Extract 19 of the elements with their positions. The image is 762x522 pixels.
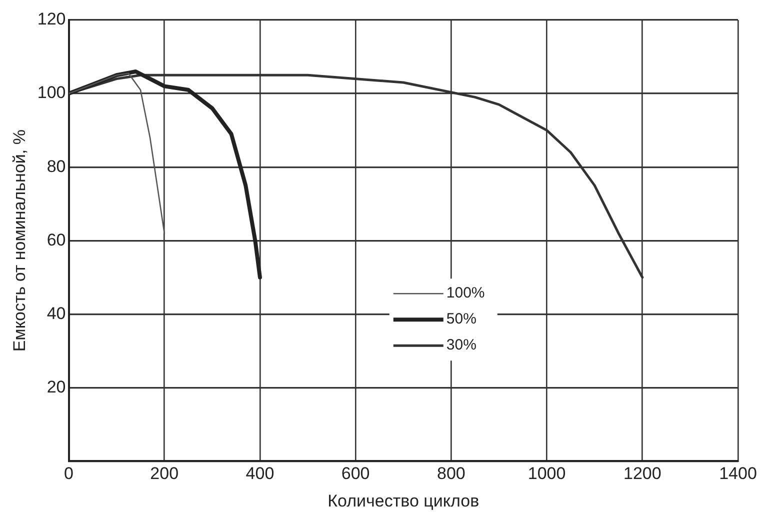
y-axis-title: Емкость от номинальной, % xyxy=(10,130,29,352)
y-tick-label: 100 xyxy=(37,83,66,102)
y-tick-label: 40 xyxy=(46,304,66,323)
x-tick-label: 200 xyxy=(150,464,179,484)
x-tick-label: 600 xyxy=(341,464,370,484)
y-tick-label: 20 xyxy=(46,377,66,396)
x-tick-label: 1400 xyxy=(719,464,757,484)
x-tick-label: 1000 xyxy=(528,464,566,484)
x-axis-title: Количество циклов xyxy=(328,491,480,510)
x-tick-label: 400 xyxy=(246,464,274,484)
legend-label: 100% xyxy=(446,284,485,302)
x-tick-label: 0 xyxy=(64,464,74,484)
y-tick-label: 80 xyxy=(46,156,66,176)
y-tick-label: 60 xyxy=(46,230,66,250)
y-tick-label: 120 xyxy=(37,10,66,29)
x-tick-label: 800 xyxy=(436,464,466,484)
x-tick-label: 1200 xyxy=(623,464,662,484)
legend-label: 50% xyxy=(446,310,476,328)
legend-label: 30% xyxy=(446,336,476,354)
